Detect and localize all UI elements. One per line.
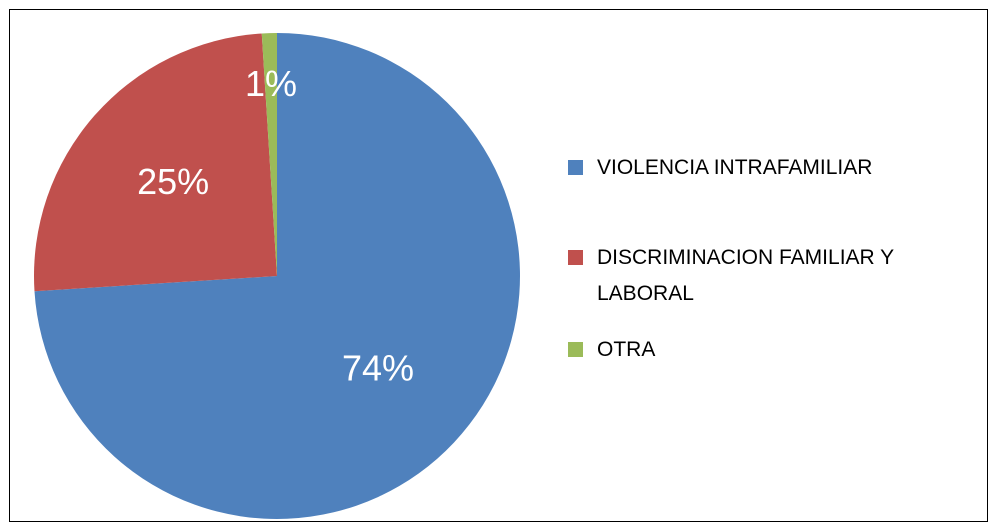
legend-label: OTRA <box>597 338 656 361</box>
pie-slice <box>261 33 277 276</box>
legend-label: VIOLENCIA INTRAFAMILIAR <box>597 156 873 179</box>
data-label: 25% <box>137 161 209 202</box>
legend-swatch <box>568 250 583 265</box>
legend-label: DISCRIMINACION FAMILIAR Y LABORAL <box>597 246 894 305</box>
pie-slice <box>34 33 277 292</box>
legend-item: VIOLENCIA INTRAFAMILIAR <box>568 150 967 186</box>
legend-item: DISCRIMINACION FAMILIAR Y LABORAL <box>568 240 967 312</box>
data-label: 74% <box>342 347 414 388</box>
legend-swatch <box>568 342 583 357</box>
pie-slice <box>34 33 521 519</box>
data-label: 1% <box>245 63 297 104</box>
legend-swatch <box>568 160 583 175</box>
legend-item: OTRA <box>568 332 967 368</box>
